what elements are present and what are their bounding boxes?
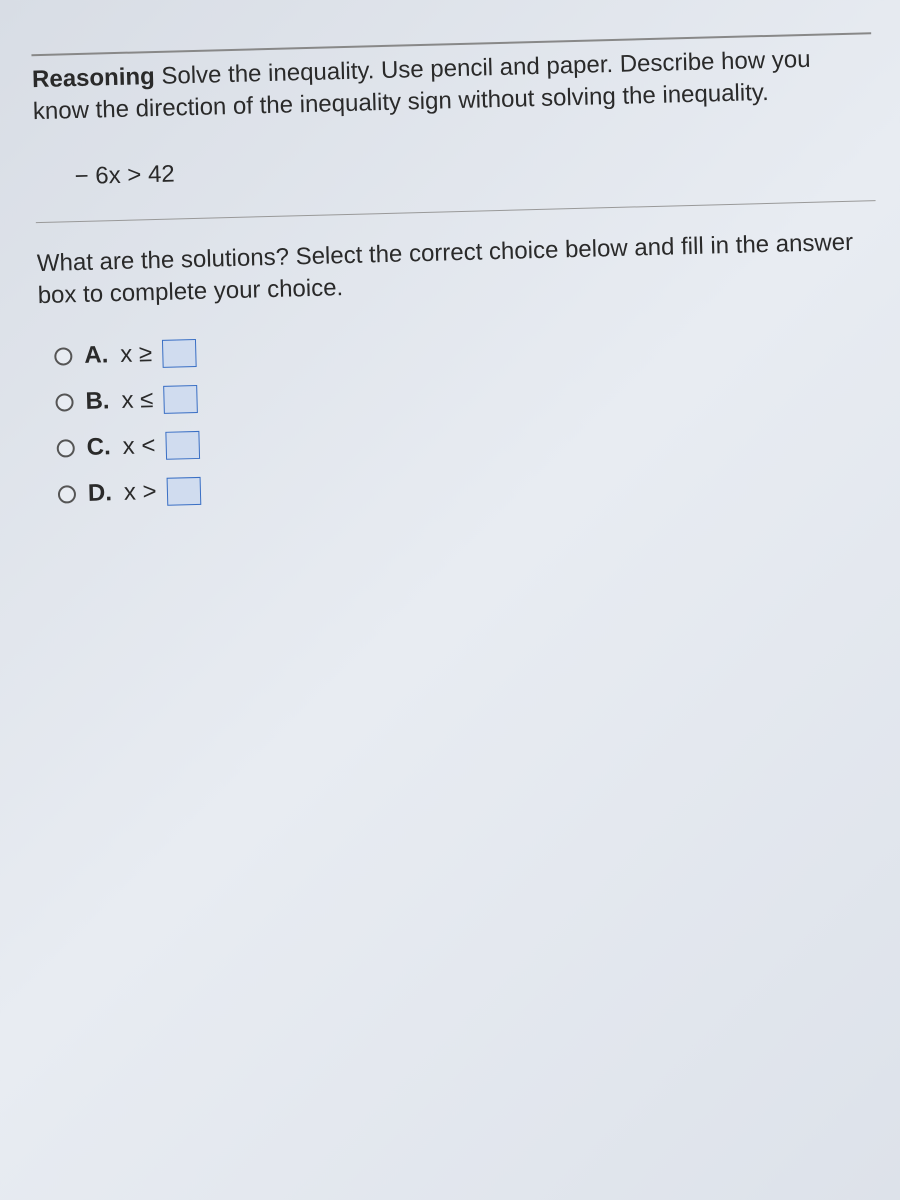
question-prompt: What are the solutions? Select the corre… <box>37 226 878 313</box>
option-d[interactable]: D. x > <box>58 459 883 509</box>
option-letter: B. <box>85 387 114 416</box>
question-container: Reasoning Solve the inequality. Use penc… <box>0 0 900 1200</box>
option-expression: x < <box>122 432 155 461</box>
inequality-expression: − 6x > 42 <box>74 142 874 191</box>
radio-icon[interactable] <box>58 485 76 503</box>
option-expression: x ≥ <box>120 340 153 369</box>
option-expression: x ≤ <box>121 386 154 415</box>
option-b[interactable]: B. x ≤ <box>55 367 880 417</box>
answer-input-box[interactable] <box>166 476 201 505</box>
reasoning-label: Reasoning <box>32 63 155 93</box>
option-letter: A. <box>84 341 113 370</box>
option-letter: D. <box>88 479 117 508</box>
question-header: Reasoning Solve the inequality. Use penc… <box>31 32 873 129</box>
options-list: A. x ≥ B. x ≤ C. x < D. x > <box>54 321 883 509</box>
radio-icon[interactable] <box>55 393 73 411</box>
option-c[interactable]: C. x < <box>56 413 881 463</box>
option-expression: x > <box>124 478 157 507</box>
radio-icon[interactable] <box>54 347 72 365</box>
section-divider <box>36 200 876 223</box>
radio-icon[interactable] <box>57 439 75 457</box>
answer-input-box[interactable] <box>165 431 200 460</box>
option-a[interactable]: A. x ≥ <box>54 321 879 371</box>
answer-input-box[interactable] <box>163 385 198 414</box>
answer-input-box[interactable] <box>162 339 197 368</box>
option-letter: C. <box>86 433 115 462</box>
